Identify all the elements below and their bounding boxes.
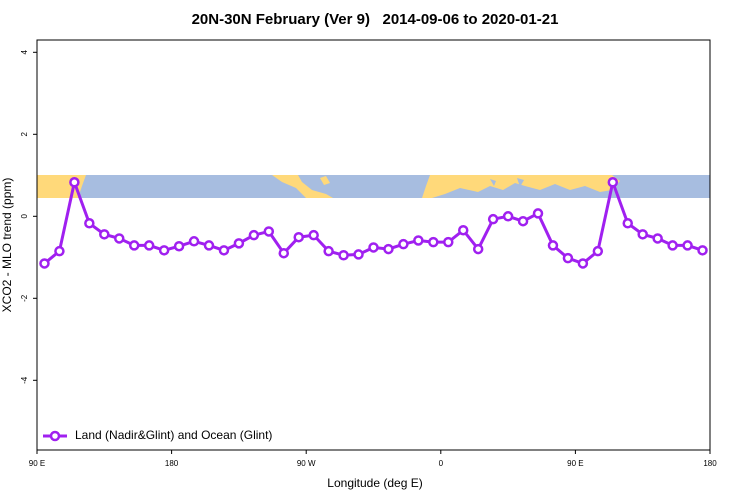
data-point bbox=[398, 238, 409, 250]
data-point bbox=[472, 243, 484, 255]
data-point bbox=[188, 236, 200, 247]
data-point bbox=[293, 231, 304, 243]
x-tick-label: 180 bbox=[703, 459, 717, 468]
data-point bbox=[218, 245, 230, 256]
y-tick-label: 2 bbox=[20, 132, 29, 137]
data-point bbox=[128, 240, 140, 251]
legend-marker bbox=[49, 430, 61, 442]
data-point bbox=[682, 240, 693, 251]
data-point bbox=[667, 240, 678, 251]
data-point bbox=[592, 245, 604, 257]
data-point bbox=[637, 229, 648, 240]
data-point bbox=[502, 211, 514, 222]
data-point bbox=[278, 247, 290, 259]
data-point bbox=[54, 245, 65, 257]
data-point bbox=[517, 215, 529, 227]
data-point bbox=[203, 240, 215, 251]
y-tick-label: 0 bbox=[20, 214, 29, 219]
data-point bbox=[84, 218, 95, 229]
data-point bbox=[143, 240, 155, 251]
data-point bbox=[562, 252, 574, 264]
data-point bbox=[69, 177, 80, 188]
data-point bbox=[487, 213, 499, 225]
data-point bbox=[99, 229, 110, 240]
data-point bbox=[248, 229, 260, 241]
y-tick-label: 4 bbox=[20, 50, 29, 55]
data-point bbox=[39, 258, 50, 269]
data-point bbox=[323, 245, 334, 257]
data-point bbox=[607, 177, 619, 188]
data-point bbox=[697, 245, 708, 256]
y-tick-label: -4 bbox=[20, 376, 29, 384]
x-tick-label: 90 E bbox=[567, 459, 583, 468]
data-point bbox=[577, 258, 589, 269]
legend-label: Land (Nadir&Glint) and Ocean (Glint) bbox=[75, 428, 272, 442]
y-axis-label: XCO2 - MLO trend (ppm) bbox=[0, 178, 14, 313]
data-point bbox=[158, 245, 170, 256]
plot-frame bbox=[36, 39, 711, 451]
data-point bbox=[547, 240, 559, 251]
data-point bbox=[652, 233, 663, 244]
map-strip bbox=[37, 175, 710, 198]
data-point bbox=[457, 224, 469, 236]
data-point bbox=[368, 242, 379, 253]
chart-title: 20N-30N February (Ver 9) 2014-09-06 to 2… bbox=[192, 11, 559, 28]
x-tick-label: 0 bbox=[439, 459, 444, 468]
data-point bbox=[443, 236, 454, 248]
x-tick-label: 90 E bbox=[29, 459, 45, 468]
data-point bbox=[353, 249, 364, 260]
data-point bbox=[173, 240, 185, 252]
data-point bbox=[308, 229, 319, 241]
x-tick-label: 180 bbox=[165, 459, 179, 468]
data-point bbox=[622, 218, 633, 229]
data-point bbox=[263, 226, 275, 237]
x-axis-label: Longitude (deg E) bbox=[327, 476, 422, 490]
data-point bbox=[383, 243, 394, 255]
data-point bbox=[338, 250, 349, 261]
y-tick-label: -2 bbox=[20, 294, 29, 302]
data-point bbox=[532, 208, 544, 219]
data-point bbox=[428, 236, 439, 248]
data-point bbox=[114, 233, 125, 244]
x-tick-label: 90 W bbox=[297, 459, 316, 468]
data-point bbox=[413, 235, 424, 246]
data-point bbox=[233, 238, 245, 249]
